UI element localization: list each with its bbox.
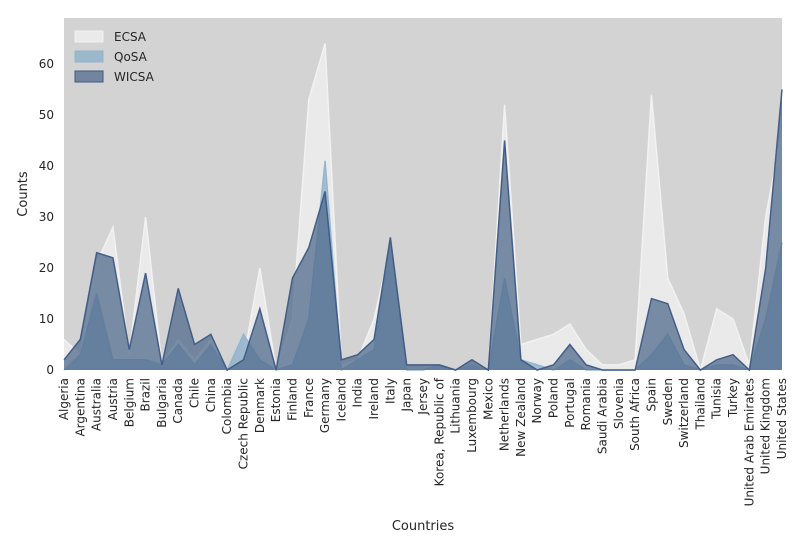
x-tick-label: Turkey — [726, 378, 740, 418]
x-tick-label: Thailand — [693, 378, 707, 431]
x-tick-label: Finland — [285, 378, 299, 421]
legend-label-ecsa: ECSA — [114, 30, 147, 44]
x-tick-label: Germany — [318, 378, 332, 433]
x-tick-label: Chile — [188, 378, 202, 408]
x-tick-label: Lithuania — [449, 378, 463, 434]
legend-label-wicsa: WICSA — [114, 70, 155, 84]
x-axis-ticks: Algeria Argentina Australia Austria Belgium B… — [57, 377, 789, 506]
y-tick-label: 40 — [39, 159, 54, 173]
series-line-wicsa — [63, 89, 783, 372]
x-axis-label: Countries — [392, 519, 455, 534]
x-tick-label: Netherlands — [498, 378, 512, 451]
x-tick-label: Italy — [383, 378, 397, 404]
legend-swatch-wicsa — [74, 70, 104, 83]
legend-swatch-ecsa — [74, 30, 104, 43]
y-tick-label: 0 — [46, 363, 54, 377]
x-tick-label: Saudi Arabia — [596, 378, 610, 454]
x-tick-label: South Africa — [628, 378, 642, 451]
x-tick-label: Norway — [530, 378, 544, 424]
x-tick-label: Jersey — [416, 378, 430, 416]
x-tick-label: Brazil — [139, 378, 153, 412]
x-tick-label: Bulgaria — [155, 378, 169, 428]
legend: ECSA QoSA WICSA — [74, 30, 155, 84]
x-tick-label: United Kingdom — [759, 378, 773, 474]
x-tick-label: Argentina — [73, 378, 87, 437]
y-tick-label: 20 — [39, 261, 54, 275]
legend-swatch-qosa — [74, 50, 104, 63]
y-axis-label: Counts — [16, 171, 31, 217]
series-area-wicsa — [64, 89, 782, 371]
x-tick-label: Belgium — [122, 378, 136, 427]
x-tick-label: France — [302, 378, 316, 418]
x-tick-label: Tunisia — [710, 378, 724, 420]
x-tick-label: Australia — [90, 378, 104, 431]
y-tick-label: 10 — [39, 312, 54, 326]
y-tick-label: 30 — [39, 210, 54, 224]
x-tick-label: Iceland — [334, 378, 348, 421]
x-tick-label: Japan — [400, 378, 414, 412]
x-tick-label: United Arab Emirates — [742, 378, 756, 506]
x-tick-label: Slovenia — [612, 378, 626, 429]
y-tick-label: 60 — [39, 57, 54, 71]
x-tick-label: Portugal — [563, 378, 577, 428]
x-tick-label: Algeria — [57, 378, 71, 420]
legend-label-qosa: QoSA — [114, 50, 148, 64]
x-tick-label: Switzerland — [677, 378, 691, 448]
x-tick-label: Denmark — [253, 378, 267, 433]
x-tick-label: United States — [775, 378, 789, 459]
x-tick-label: Spain — [644, 378, 658, 412]
x-tick-label: Poland — [547, 378, 561, 418]
x-tick-label: India — [351, 378, 365, 407]
x-tick-label: Estonia — [269, 378, 283, 422]
x-tick-label: China — [204, 378, 218, 412]
x-tick-label: Sweden — [661, 378, 675, 425]
x-tick-label: Ireland — [367, 378, 381, 420]
series-areas — [63, 43, 783, 373]
x-tick-label: Mexico — [481, 378, 495, 420]
x-tick-label: Luxembourg — [465, 378, 479, 453]
x-tick-label: New Zealand — [514, 378, 528, 457]
y-axis-ticks: 0 10 20 30 40 50 60 — [39, 57, 54, 377]
x-tick-label: Austria — [106, 378, 120, 420]
x-tick-label: Korea, Republic of — [432, 377, 446, 486]
x-tick-label: Canada — [171, 378, 185, 424]
x-tick-label: Colombia — [220, 378, 234, 434]
y-tick-label: 50 — [39, 108, 54, 122]
x-tick-label: Czech Republic — [237, 378, 251, 469]
x-tick-label: Romania — [579, 378, 593, 430]
